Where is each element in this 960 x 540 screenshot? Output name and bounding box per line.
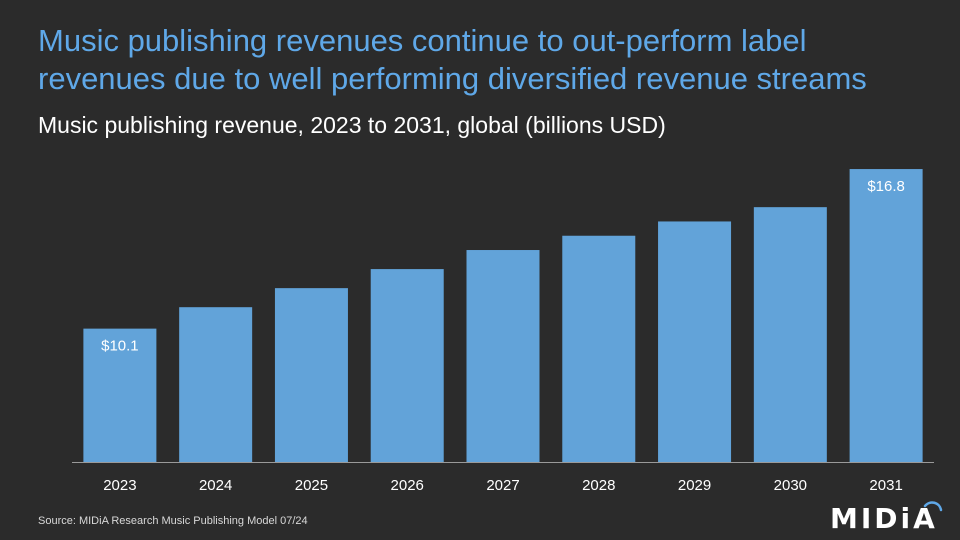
bar-2030 [753, 207, 827, 462]
x-tick-label: 2031 [869, 477, 902, 494]
headline: Music publishing revenues continue to ou… [38, 23, 867, 96]
bar-2025 [274, 288, 348, 462]
bar-2023 [83, 328, 157, 462]
bar-2027 [466, 250, 540, 462]
x-tick-label: 2024 [199, 477, 232, 494]
bar-2031 [849, 169, 923, 462]
data-label: $16.8 [867, 178, 905, 195]
midia-logo: MIDiA [830, 498, 945, 536]
logo-swoosh-icon [923, 501, 943, 512]
x-tick-label: 2023 [103, 477, 136, 494]
bar-2029 [658, 221, 732, 462]
x-tick-label: 2026 [391, 477, 424, 494]
source-note: Source: MIDiA Research Music Publishing … [38, 515, 308, 527]
chart-title: Music publishing revenue, 2023 to 2031, … [38, 112, 666, 138]
data-label: $10.1 [101, 338, 139, 355]
bar-2026 [370, 269, 444, 462]
bar-2024 [179, 307, 253, 462]
bar-2028 [562, 235, 636, 462]
x-tick-label: 2028 [582, 477, 615, 494]
x-tick-label: 2025 [295, 477, 328, 494]
x-tick-label: 2029 [678, 477, 711, 494]
logo-text: MIDiA [830, 502, 938, 535]
x-tick-label: 2030 [774, 477, 807, 494]
bar-chart: 2023 2024 2025 2026 2027 2028 2029 2030 2031 $10.… [72, 169, 934, 494]
x-tick-label: 2027 [486, 477, 519, 494]
